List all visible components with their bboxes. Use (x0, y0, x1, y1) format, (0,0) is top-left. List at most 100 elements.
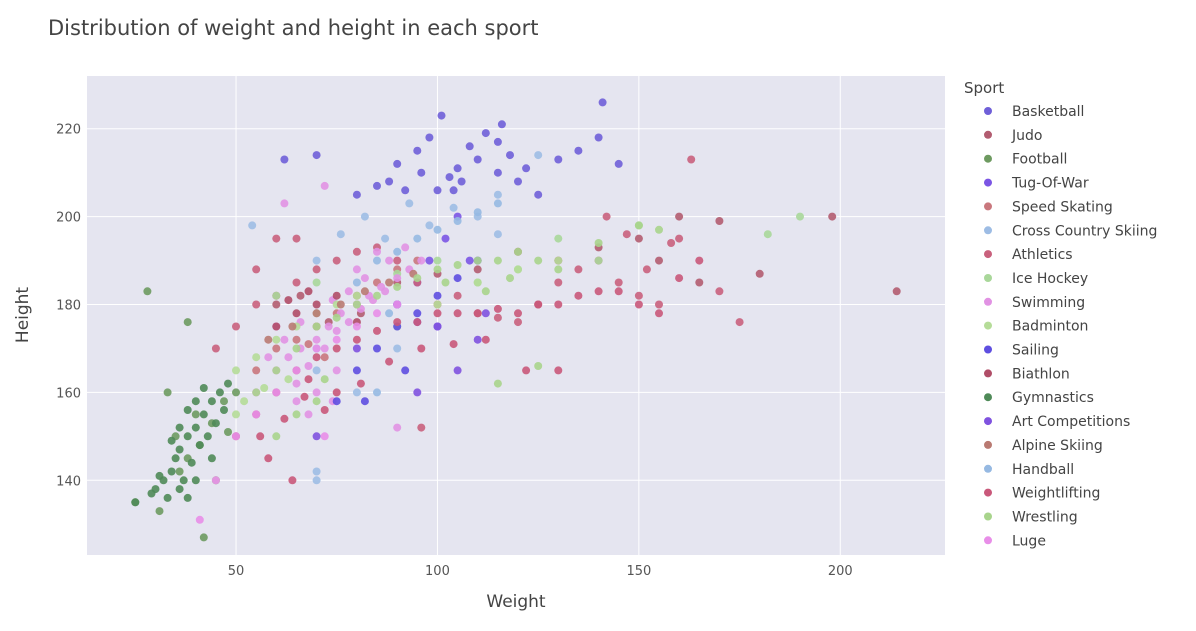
data-point[interactable] (336, 300, 345, 309)
data-point[interactable] (385, 278, 394, 287)
data-point[interactable] (393, 318, 402, 327)
data-point[interactable] (381, 287, 390, 296)
data-point[interactable] (385, 357, 394, 366)
data-point[interactable] (215, 388, 224, 397)
data-point[interactable] (655, 309, 663, 318)
data-point[interactable] (272, 366, 281, 375)
data-point[interactable] (667, 239, 676, 247)
data-point[interactable] (453, 291, 462, 300)
legend-item[interactable]: Basketball (984, 104, 1084, 120)
legend-item[interactable]: Cross Country Skiing (984, 223, 1157, 239)
data-point[interactable] (252, 388, 261, 397)
data-point[interactable] (493, 304, 502, 313)
data-point[interactable] (292, 379, 301, 388)
data-point[interactable] (304, 287, 313, 296)
data-point[interactable] (131, 498, 140, 507)
data-point[interactable] (352, 322, 361, 331)
data-point[interactable] (175, 467, 184, 476)
data-point[interactable] (634, 234, 643, 243)
data-point[interactable] (272, 322, 281, 331)
data-point[interactable] (312, 397, 321, 406)
legend-item[interactable]: Swimming (984, 295, 1085, 311)
data-point[interactable] (481, 309, 490, 318)
legend-item[interactable]: Art Competitions (984, 414, 1130, 430)
data-point[interactable] (356, 379, 365, 388)
data-point[interactable] (320, 375, 329, 384)
data-point[interactable] (401, 366, 410, 375)
data-point[interactable] (594, 239, 603, 247)
data-point[interactable] (602, 212, 611, 221)
data-point[interactable] (252, 265, 261, 274)
data-point[interactable] (264, 335, 273, 344)
data-point[interactable] (312, 309, 321, 318)
data-point[interactable] (574, 146, 583, 155)
data-point[interactable] (143, 287, 152, 296)
data-point[interactable] (171, 454, 180, 463)
data-point[interactable] (167, 467, 176, 476)
data-point[interactable] (413, 318, 422, 327)
data-point[interactable] (453, 164, 462, 173)
data-point[interactable] (155, 471, 164, 480)
data-point[interactable] (574, 265, 583, 274)
data-point[interactable] (352, 190, 361, 199)
data-point[interactable] (413, 388, 422, 397)
data-point[interactable] (614, 278, 623, 287)
data-point[interactable] (735, 318, 744, 327)
data-point[interactable] (312, 278, 321, 287)
data-point[interactable] (344, 318, 353, 327)
data-point[interactable] (622, 230, 631, 239)
data-point[interactable] (191, 410, 200, 419)
data-point[interactable] (433, 309, 442, 318)
data-point[interactable] (425, 221, 434, 230)
data-point[interactable] (373, 326, 381, 335)
data-point[interactable] (320, 344, 329, 353)
legend-item[interactable]: Tug-Of-War (984, 176, 1089, 192)
data-point[interactable] (224, 428, 232, 436)
data-point[interactable] (320, 181, 329, 190)
data-point[interactable] (167, 436, 176, 445)
legend-item[interactable]: Sailing (984, 343, 1059, 359)
data-point[interactable] (352, 388, 361, 397)
data-point[interactable] (264, 353, 273, 362)
data-point[interactable] (256, 432, 265, 441)
data-point[interactable] (183, 406, 192, 414)
data-point[interactable] (401, 243, 410, 252)
data-point[interactable] (280, 414, 289, 423)
data-point[interactable] (232, 410, 240, 419)
data-point[interactable] (473, 208, 482, 217)
data-point[interactable] (522, 366, 531, 375)
data-point[interactable] (199, 384, 208, 392)
data-point[interactable] (147, 489, 156, 498)
data-point[interactable] (183, 432, 192, 441)
data-point[interactable] (385, 256, 394, 265)
data-point[interactable] (352, 291, 361, 300)
data-point[interactable] (304, 375, 313, 384)
data-point[interactable] (183, 493, 192, 502)
legend-items[interactable]: Basketball Judo Football Tug-Of-War Speed Sk… (984, 104, 1157, 549)
data-point[interactable] (828, 212, 837, 221)
data-point[interactable] (493, 230, 502, 239)
data-point[interactable] (280, 155, 289, 164)
data-point[interactable] (248, 221, 257, 230)
data-point[interactable] (393, 344, 402, 353)
data-point[interactable] (175, 445, 184, 454)
data-point[interactable] (352, 247, 361, 256)
legend-item[interactable]: Badminton (984, 319, 1088, 335)
data-point[interactable] (312, 151, 321, 160)
data-point[interactable] (332, 388, 341, 397)
data-point[interactable] (715, 287, 724, 296)
data-point[interactable] (191, 423, 200, 432)
data-point[interactable] (534, 151, 543, 160)
data-point[interactable] (437, 111, 446, 120)
data-point[interactable] (892, 287, 901, 296)
data-point[interactable] (211, 344, 220, 353)
data-point[interactable] (473, 309, 482, 318)
data-point[interactable] (332, 256, 341, 265)
data-point[interactable] (320, 432, 329, 441)
data-point[interactable] (493, 168, 502, 177)
data-point[interactable] (288, 476, 297, 485)
data-point[interactable] (344, 287, 353, 296)
data-point[interactable] (312, 300, 321, 309)
data-point[interactable] (417, 168, 426, 177)
data-point[interactable] (433, 186, 442, 195)
